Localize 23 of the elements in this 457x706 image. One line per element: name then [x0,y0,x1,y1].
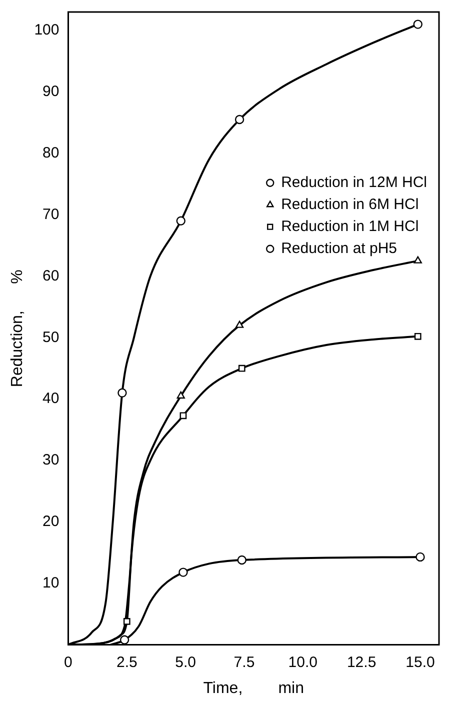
x-tick-label: 10.0 [288,654,318,671]
y-tick-label: 100 [34,22,60,39]
y-tick-label: 40 [42,390,60,408]
x-tick-label: 15.0 [406,654,435,671]
x-tick-label: 12.5 [346,654,376,671]
y-axis-title: Reduction, % [9,270,26,388]
y-tick-label: 60 [42,267,60,284]
x-tick-label: 2.5 [116,654,138,671]
legend-label: Reduction in 1M HCl [281,218,419,235]
x-tick-label: 0 [64,654,72,671]
x-axis-title: Time, min [203,680,304,697]
y-tick-label: 30 [42,452,60,469]
y-tick-label: 10 [42,574,60,592]
legend-label: Reduction at pH5 [281,240,398,257]
x-tick-label: 5.0 [175,654,196,671]
y-tick-label: 80 [42,144,60,162]
y-tick-label: 20 [42,513,60,530]
x-tick-label: 7.5 [234,654,255,671]
legend-label: Reduction in 12M HCl [281,174,428,191]
y-tick-label: 50 [42,328,60,346]
legend-label: Reduction in 6M HCl [281,196,419,213]
y-tick-label: 90 [42,83,60,100]
y-tick-label: 70 [42,206,60,223]
